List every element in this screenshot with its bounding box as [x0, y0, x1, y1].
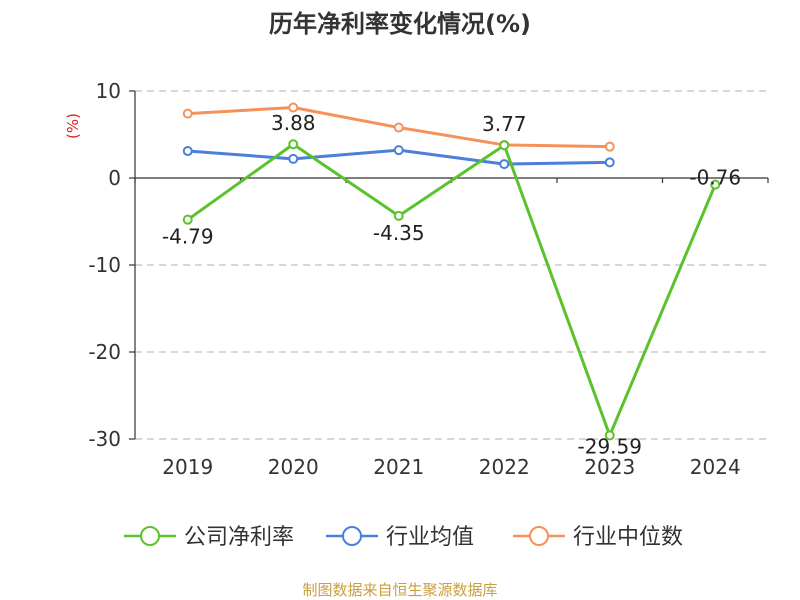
x-tick-label: 2024 — [690, 455, 741, 479]
y-tick-label: 10 — [96, 79, 121, 103]
data-point — [604, 141, 615, 152]
data-label: 3.77 — [482, 112, 527, 136]
data-label: -4.79 — [162, 225, 214, 249]
data-point — [604, 430, 615, 441]
x-tick-label: 2020 — [268, 455, 319, 479]
data-point — [604, 157, 615, 168]
data-labels: -4.79 3.88 -4.35 3.77 -29.59 -0.76 — [162, 111, 741, 458]
y-tick-label: 0 — [108, 166, 121, 190]
legend-label: 公司净利率 — [184, 525, 294, 550]
legend[interactable]: 公司净利率 行业均值 行业中位数 — [124, 525, 683, 550]
data-point — [393, 145, 404, 156]
chart-title: 历年净利率变化情况(%) — [269, 10, 531, 38]
legend-label: 行业均值 — [386, 525, 474, 550]
series-line-0 — [186, 142, 717, 437]
data-point — [393, 122, 404, 133]
y-tick-labels: 10 0 -10 -20 -30 — [88, 79, 121, 451]
data-point — [499, 140, 510, 151]
y-tick-label: -30 — [88, 427, 121, 451]
x-tick-label: 2019 — [162, 455, 213, 479]
legend-swatch-marker — [140, 526, 160, 546]
y-tick-label: -20 — [88, 340, 121, 364]
axes — [129, 90, 769, 440]
series-lines — [182, 102, 721, 441]
data-point — [499, 159, 510, 170]
data-point — [393, 210, 404, 221]
legend-swatch-marker — [342, 526, 362, 546]
data-point — [182, 214, 193, 225]
legend-label: 行业中位数 — [573, 525, 683, 550]
y-tick-label: -10 — [88, 253, 121, 277]
x-tick-label: 2021 — [373, 455, 424, 479]
data-point — [182, 146, 193, 157]
data-point — [710, 179, 721, 190]
x-tick-label: 2022 — [479, 455, 530, 479]
source-note: 制图数据来自恒生聚源数据库 — [302, 581, 497, 599]
grid-lines — [135, 90, 768, 440]
legend-swatch-marker — [529, 526, 549, 546]
data-label: 3.88 — [271, 111, 316, 135]
data-point — [288, 139, 299, 150]
data-label: -0.76 — [689, 166, 741, 190]
legend-item-0[interactable]: 公司净利率 — [124, 525, 294, 550]
data-label: -4.35 — [373, 221, 425, 245]
legend-item-2[interactable]: 行业中位数 — [513, 525, 683, 550]
data-point — [288, 153, 299, 164]
data-point — [182, 108, 193, 119]
data-label: -29.59 — [578, 434, 642, 458]
data-point — [288, 102, 299, 113]
x-tick-labels: 2019 2020 2021 2022 2023 2024 — [162, 455, 740, 479]
x-tick-label: 2023 — [584, 455, 635, 479]
legend-item-1[interactable]: 行业均值 — [326, 525, 474, 550]
y-axis-unit-label: (%) — [64, 113, 82, 139]
